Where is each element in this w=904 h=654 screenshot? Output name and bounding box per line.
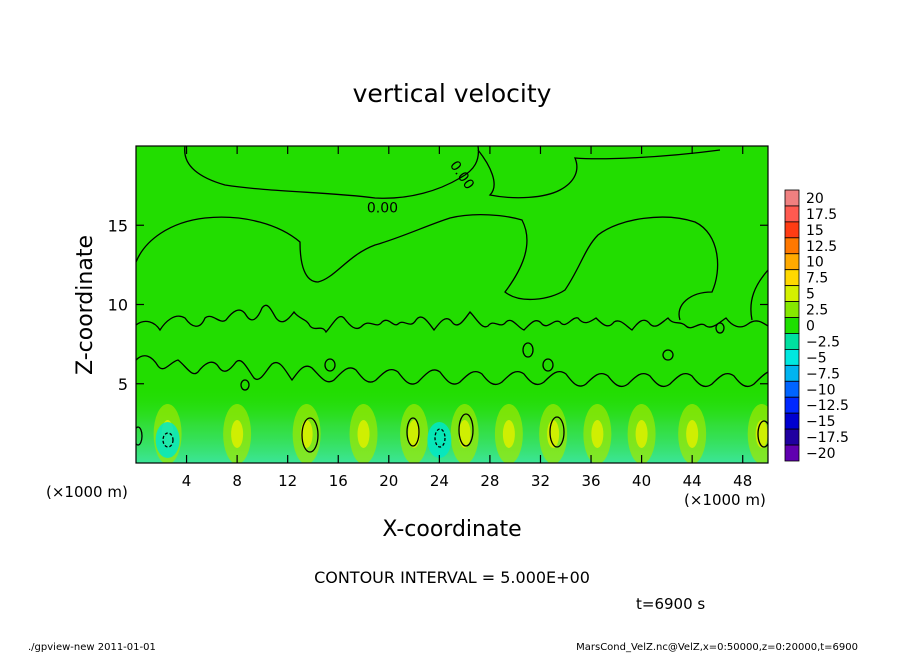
colorbar-swatch [784, 237, 800, 255]
colorbar-label: 10 [806, 255, 824, 271]
plot-area: 0.000.00 [136, 146, 768, 463]
contour-label: 0.00 [367, 201, 398, 217]
contour-loop-d [662, 349, 674, 361]
colorbar-label: −12.5 [806, 398, 849, 414]
time-label: t=6900 s [636, 595, 705, 613]
velocity-cores [153, 404, 768, 463]
colorbar-swatch [784, 364, 800, 382]
y-ticks: 5 10 15 [108, 216, 768, 394]
contour-loop-f [715, 322, 725, 334]
x-tick-label: 36 [581, 472, 600, 490]
colorbar-swatch [784, 333, 800, 350]
colorbar-label: 7.5 [806, 271, 828, 287]
colorbar-label: −17.5 [806, 430, 849, 446]
downdraft-core [427, 422, 452, 458]
y-axis-label: Z-coordinate [73, 235, 98, 375]
colorbar-label: −10 [806, 382, 836, 398]
colorbar-swatch [784, 285, 800, 302]
colorbar-label: 12.5 [806, 239, 837, 255]
colorbar-swatch [784, 428, 800, 446]
colorbar-label: 15 [806, 223, 824, 239]
contour-top-right [477, 149, 721, 199]
x-unit-label-left: (×1000 m) [46, 483, 128, 501]
updraft-core-center [357, 420, 370, 448]
contour-core-26 [458, 413, 474, 447]
y-tick-label: 10 [108, 296, 128, 315]
colorbar-swatch [784, 444, 800, 462]
contour-turbulent-band [136, 304, 768, 334]
colorbar-label: 0 [806, 319, 815, 335]
updraft-core-center [231, 420, 244, 448]
chart-title: vertical velocity [353, 79, 552, 108]
updraft-core-center [300, 420, 313, 448]
colorbar-swatch [784, 301, 800, 318]
colorbar-label: −7.5 [806, 366, 840, 382]
colorbar-label: 2.5 [806, 303, 828, 319]
colorbar-label: −20 [806, 446, 836, 462]
contour-core-left [136, 426, 143, 446]
y-tick-label: 15 [108, 216, 128, 235]
colorbar-swatch [784, 253, 800, 271]
colorbar-swatch [784, 396, 800, 414]
colorbar-label: −5 [806, 350, 827, 366]
updraft-core-center [458, 420, 471, 448]
updraft-core-center [635, 420, 648, 448]
x-tick-label: 4 [182, 472, 192, 490]
contour-lines [136, 146, 768, 453]
x-tick-label: 8 [232, 472, 242, 490]
colorbar-swatch [784, 189, 800, 207]
colorbar-label: −2.5 [806, 334, 840, 350]
x-tick-label: 48 [733, 472, 752, 490]
colorbar-swatch [784, 412, 800, 430]
contour-core-13 [301, 417, 319, 453]
contour-loop-b [522, 342, 534, 358]
colorbar-swatch [784, 317, 800, 334]
colorbar-label: 20 [806, 191, 824, 207]
updraft-core-center [502, 420, 515, 448]
x-tick-label: 12 [278, 472, 297, 490]
contour-core-33 [549, 416, 565, 448]
x-tick-label: 24 [430, 472, 449, 490]
x-tick-label: 16 [329, 472, 348, 490]
colorbar-label: 17.5 [806, 207, 837, 223]
colorbar: 2017.51512.5107.552.50−2.5−5−7.5−10−12.5… [784, 189, 849, 462]
colorbar-swatch [784, 205, 800, 223]
x-tick-label: 20 [379, 472, 398, 490]
colorbar-swatch [784, 221, 800, 239]
updraft-core-center [591, 420, 604, 448]
x-tick-label: 40 [632, 472, 651, 490]
colorbar-label: 5 [806, 287, 815, 303]
contour-upper-left [136, 214, 719, 321]
x-tick-label: 44 [683, 472, 702, 490]
x-ticks: 4 8 12 16 20 24 28 32 36 40 44 48 [182, 146, 752, 490]
colorbar-label: −15 [806, 414, 836, 430]
contour-core-49 [757, 420, 768, 448]
downdraft-core [155, 422, 180, 458]
contour-interval: CONTOUR INTERVAL = 5.000E+00 [314, 568, 590, 587]
colorbar-swatch [784, 380, 800, 398]
contour-dash-1 [162, 432, 174, 448]
contour-right-edge [750, 269, 768, 321]
y-tick-label: 5 [118, 375, 128, 394]
x-tick-label: 32 [531, 472, 550, 490]
contour-lower-band [136, 355, 768, 388]
contour-dash-2 [434, 428, 446, 448]
x-tick-label: 28 [480, 472, 499, 490]
colorbar-swatch [784, 349, 800, 366]
contour-loop-a [324, 358, 336, 372]
contour-loop-c [542, 358, 554, 372]
updraft-core-center [686, 420, 699, 448]
colorbar-swatch [784, 269, 800, 287]
footer-left: ./gpview-new 2011-01-01 [28, 642, 156, 653]
x-unit-label-right: (×1000 m) [684, 491, 766, 509]
x-axis-label: X-coordinate [382, 517, 521, 542]
contour-loop-e [240, 379, 250, 391]
footer-right: MarsCond_VelZ.nc@VelZ,x=0:50000,z=0:2000… [576, 642, 858, 653]
contour-core-22 [406, 417, 420, 447]
contour-top [184, 146, 480, 199]
